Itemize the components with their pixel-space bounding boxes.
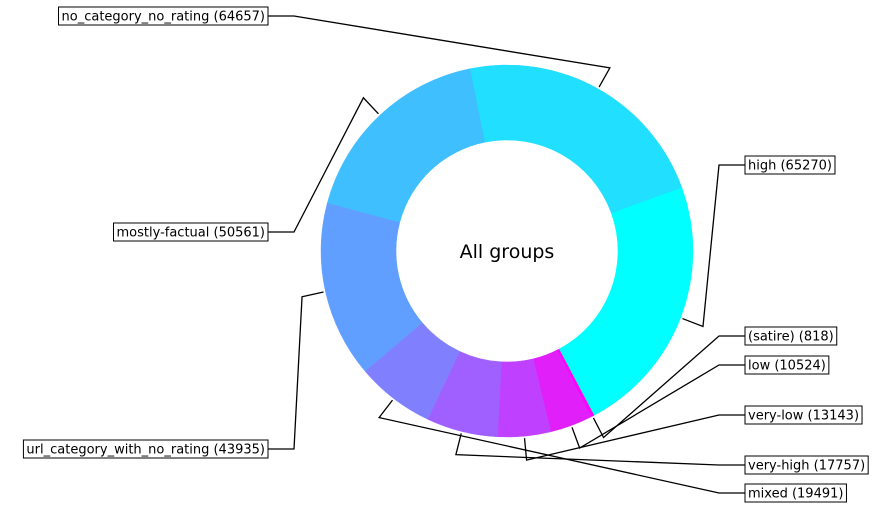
- slice-label-text: low (10524): [748, 359, 826, 374]
- slice-labels: high (65270) (satire) (818) low (10524) ver…: [22, 6, 869, 503]
- slice-label-box: [22, 439, 269, 459]
- leader-line: [268, 96, 379, 233]
- slice-label: (satire) (818): [744, 326, 838, 346]
- slice-label-text: high (65270): [748, 159, 832, 174]
- slice-label-text: no_category_no_rating (64657): [62, 10, 265, 25]
- leader-line: [682, 164, 745, 328]
- leader-line: [592, 335, 745, 439]
- slice-label: url_category_with_no_rating (43935): [22, 439, 269, 459]
- donut-slices: [320, 64, 694, 438]
- slice-label-text: very-low (13143): [748, 409, 859, 424]
- slice-label-text: very-high (17757): [748, 459, 865, 474]
- slice-label-box: [744, 155, 836, 175]
- leader-line: [268, 291, 324, 450]
- leader-line: [571, 364, 745, 449]
- slice-no-category-no-rating: [470, 64, 683, 214]
- slice-label-text: mostly-factual (50561): [117, 226, 266, 241]
- leader-line: [268, 15, 611, 88]
- slice-label: very-low (13143): [744, 405, 863, 425]
- slice-label: mostly-factual (50561): [113, 222, 269, 242]
- slice-label: low (10524): [744, 355, 830, 375]
- slice-label-text: (satire) (818): [748, 330, 834, 345]
- leader-line: [523, 414, 745, 461]
- center-title: All groups: [460, 241, 555, 263]
- slice-label: very-high (17757): [744, 455, 869, 475]
- slice-label-box: [744, 326, 838, 346]
- slice-label-text: mixed (19491): [748, 487, 843, 502]
- slice-label-text: url_category_with_no_rating (43935): [26, 443, 265, 458]
- slice-label-box: [744, 405, 863, 425]
- slice-label: no_category_no_rating (64657): [58, 6, 269, 26]
- slice-label: high (65270): [744, 155, 836, 175]
- leader-line: [377, 399, 745, 494]
- slice-label-box: [58, 6, 269, 26]
- slice-mostly-factual: [327, 68, 486, 223]
- slice-label: mixed (19491): [744, 483, 847, 503]
- slice-label-box: [113, 222, 269, 242]
- slice-label-box: [744, 483, 847, 503]
- leader-line: [455, 433, 745, 466]
- slice-label-box: [744, 455, 869, 475]
- slice-label-box: [744, 355, 830, 375]
- slice-high: [558, 187, 694, 416]
- leader-lines: [268, 15, 745, 494]
